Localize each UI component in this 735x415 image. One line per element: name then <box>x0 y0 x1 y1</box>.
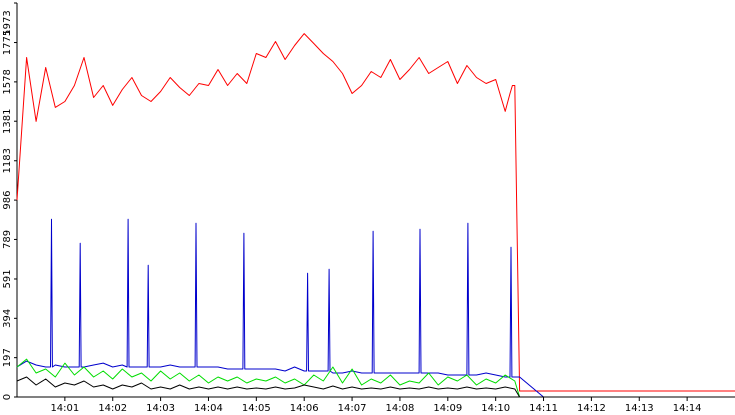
x-tick-label: 14:14 <box>673 403 702 414</box>
series-layer <box>16 33 735 398</box>
y-tick-label: 591 <box>2 269 13 288</box>
x-tick-labels: 14:01 14:02 14:03 14:04 14:05 14:06 14:07 14:08… <box>50 403 701 414</box>
series-line-2 <box>16 358 735 398</box>
x-tick-label: 14:08 <box>386 403 415 414</box>
y-tick-label: 1578 <box>2 69 13 94</box>
series-line-3 <box>16 376 735 398</box>
y-tick-label: 1183 <box>2 148 13 173</box>
x-tick-label: 14:05 <box>242 403 271 414</box>
y-tick-label: 197 <box>2 348 13 367</box>
y-tick-label: 789 <box>2 230 13 249</box>
x-tick-label: 14:02 <box>98 403 127 414</box>
y-tick-label: 394 <box>2 309 13 328</box>
x-tick-label: 14:13 <box>625 403 654 414</box>
y-tick-label: 0 <box>2 394 13 400</box>
x-tick-label: 14:09 <box>433 403 462 414</box>
x-tick-label: 14:12 <box>577 403 606 414</box>
y-tick-label: 1973 <box>2 10 13 35</box>
y-tick-label: 986 <box>2 191 13 210</box>
series-line-1 <box>16 218 735 398</box>
axes <box>14 2 735 401</box>
x-tick-label: 14:10 <box>481 403 510 414</box>
series-line-0 <box>16 33 735 392</box>
y-tick-label: 1775 <box>2 30 13 55</box>
x-tick-label: 14:01 <box>50 403 79 414</box>
y-tick-label: 1381 <box>2 108 13 133</box>
x-tick-label: 14:07 <box>338 403 367 414</box>
x-tick-label: 14:04 <box>194 403 223 414</box>
x-tick-label: 14:06 <box>290 403 319 414</box>
x-tick-label: 14:11 <box>529 403 558 414</box>
x-tick-label: 14:03 <box>146 403 175 414</box>
